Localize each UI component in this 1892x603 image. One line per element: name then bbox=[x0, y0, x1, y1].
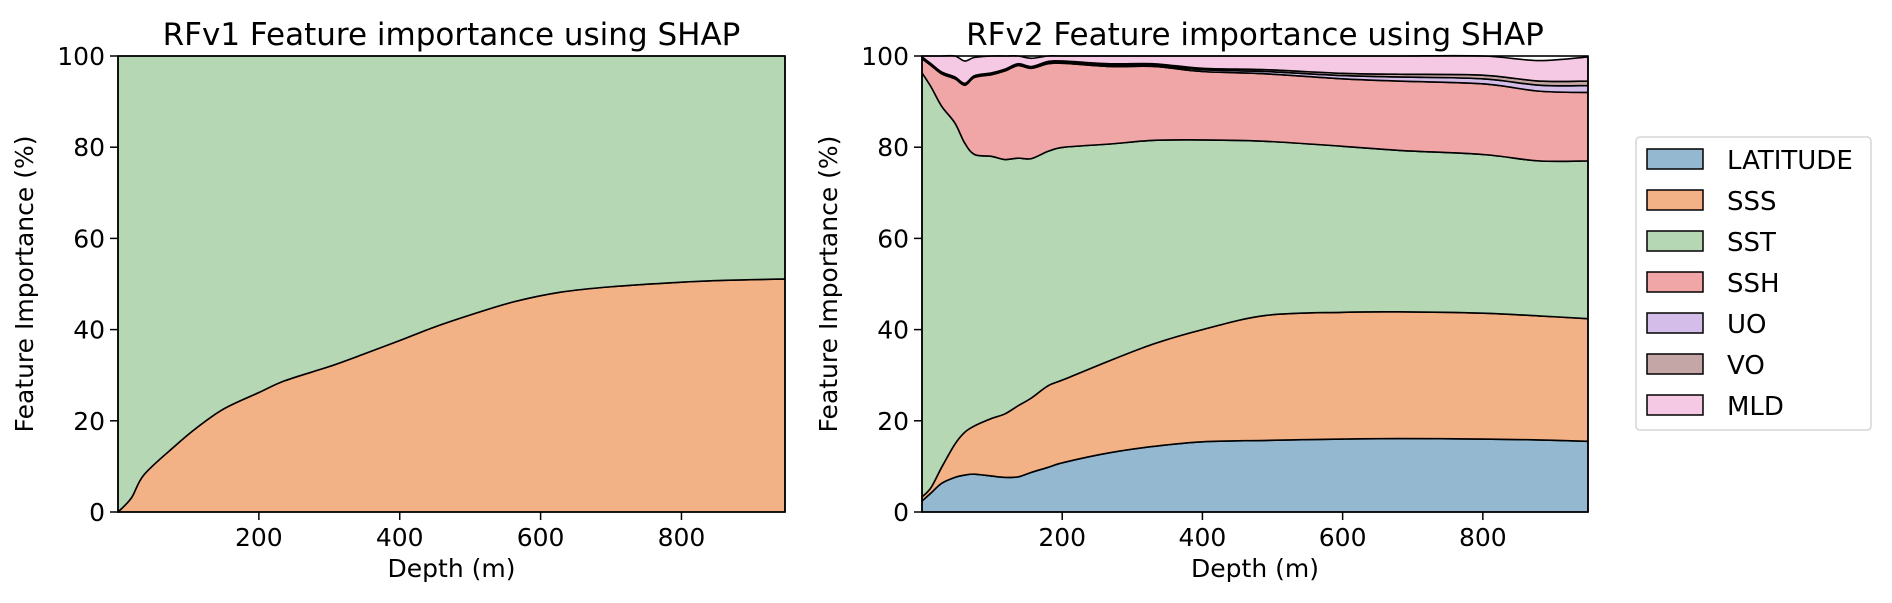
rfv1-axes-frame bbox=[117, 55, 786, 513]
rfv2-y-tick-label: 40 bbox=[877, 316, 909, 345]
rfv2-y-tick-label: 20 bbox=[877, 407, 909, 436]
legend-label-vo: VO bbox=[1727, 351, 1765, 381]
rfv1-y-tick-label: 80 bbox=[73, 133, 105, 162]
rfv1-plot-area bbox=[117, 55, 786, 513]
rfv2-x-tick-label: 600 bbox=[1319, 523, 1367, 552]
legend-swatch-sss bbox=[1646, 189, 1704, 211]
legend-label-sst: SST bbox=[1727, 228, 1776, 258]
rfv1-y-axis-label: Feature Importance (%) bbox=[10, 136, 39, 433]
rfv1-y-tick-label: 60 bbox=[73, 224, 105, 253]
rfv2-x-tick-label: 200 bbox=[1038, 523, 1086, 552]
rfv2-x-axis: 200 400 600 800 bbox=[1038, 512, 1507, 552]
legend-items: LATITUDE SSS SST SSH UO VO MLD bbox=[1646, 146, 1853, 422]
legend-item-latitude: LATITUDE bbox=[1646, 146, 1853, 176]
rfv1-x-tick-label: 400 bbox=[376, 523, 424, 552]
legend: LATITUDE SSS SST SSH UO VO MLD bbox=[1635, 136, 1872, 431]
rfv1-y-tick-label: 20 bbox=[73, 407, 105, 436]
legend-label-ssh: SSH bbox=[1727, 269, 1780, 299]
legend-item-sst: SST bbox=[1646, 228, 1776, 258]
rfv1-x-axis: 200 400 600 800 bbox=[235, 512, 705, 552]
legend-swatch-mld bbox=[1646, 394, 1704, 416]
rfv2-chart-title: RFv2 Feature importance using SHAP bbox=[966, 17, 1544, 53]
rfv2-x-axis-label: Depth (m) bbox=[1191, 554, 1319, 583]
rfv2-y-tick-label: 80 bbox=[877, 133, 909, 162]
rfv1-y-tick-label: 100 bbox=[57, 42, 105, 71]
rfv1-y-axis: 0 20 40 60 80 100 bbox=[57, 42, 118, 527]
rfv2-y-tick-label: 100 bbox=[861, 42, 909, 71]
rfv2-y-axis-label: Feature Importance (%) bbox=[814, 136, 843, 433]
legend-label-mld: MLD bbox=[1727, 392, 1784, 422]
rfv2-panel: RFv2 Feature importance using SHAP Depth… bbox=[814, 17, 1589, 583]
legend-swatch-vo bbox=[1646, 353, 1704, 375]
rfv1-x-tick-label: 200 bbox=[235, 523, 283, 552]
rfv2-y-tick-label: 0 bbox=[893, 498, 909, 527]
rfv1-y-tick-label: 0 bbox=[89, 498, 105, 527]
rfv1-x-tick-label: 800 bbox=[658, 523, 706, 552]
rfv2-x-tick-label: 800 bbox=[1459, 523, 1507, 552]
legend-item-mld: MLD bbox=[1646, 392, 1784, 422]
legend-swatch-uo bbox=[1646, 312, 1704, 334]
legend-item-sss: SSS bbox=[1646, 187, 1777, 217]
legend-item-vo: VO bbox=[1646, 351, 1765, 381]
rfv1-y-tick-label: 40 bbox=[73, 316, 105, 345]
legend-label-latitude: LATITUDE bbox=[1727, 146, 1853, 176]
legend-label-uo: UO bbox=[1727, 310, 1767, 340]
rfv2-y-tick-label: 60 bbox=[877, 224, 909, 253]
legend-swatch-ssh bbox=[1646, 271, 1704, 293]
legend-item-uo: UO bbox=[1646, 310, 1767, 340]
legend-item-ssh: SSH bbox=[1646, 269, 1780, 299]
rfv1-x-tick-label: 600 bbox=[517, 523, 565, 552]
legend-swatch-sst bbox=[1646, 230, 1704, 252]
rfv1-chart-title: RFv1 Feature importance using SHAP bbox=[163, 17, 741, 53]
rfv2-x-tick-label: 400 bbox=[1179, 523, 1227, 552]
legend-label-sss: SSS bbox=[1727, 187, 1777, 217]
rfv1-panel: RFv1 Feature importance using SHAP Depth… bbox=[10, 17, 786, 583]
rfv2-plot-area bbox=[921, 54, 1589, 513]
rfv1-x-axis-label: Depth (m) bbox=[388, 554, 516, 583]
rfv2-axes-frame bbox=[921, 55, 1589, 513]
rfv2-y-axis: 0 20 40 60 80 100 bbox=[861, 42, 922, 527]
legend-swatch-latitude bbox=[1646, 148, 1704, 170]
